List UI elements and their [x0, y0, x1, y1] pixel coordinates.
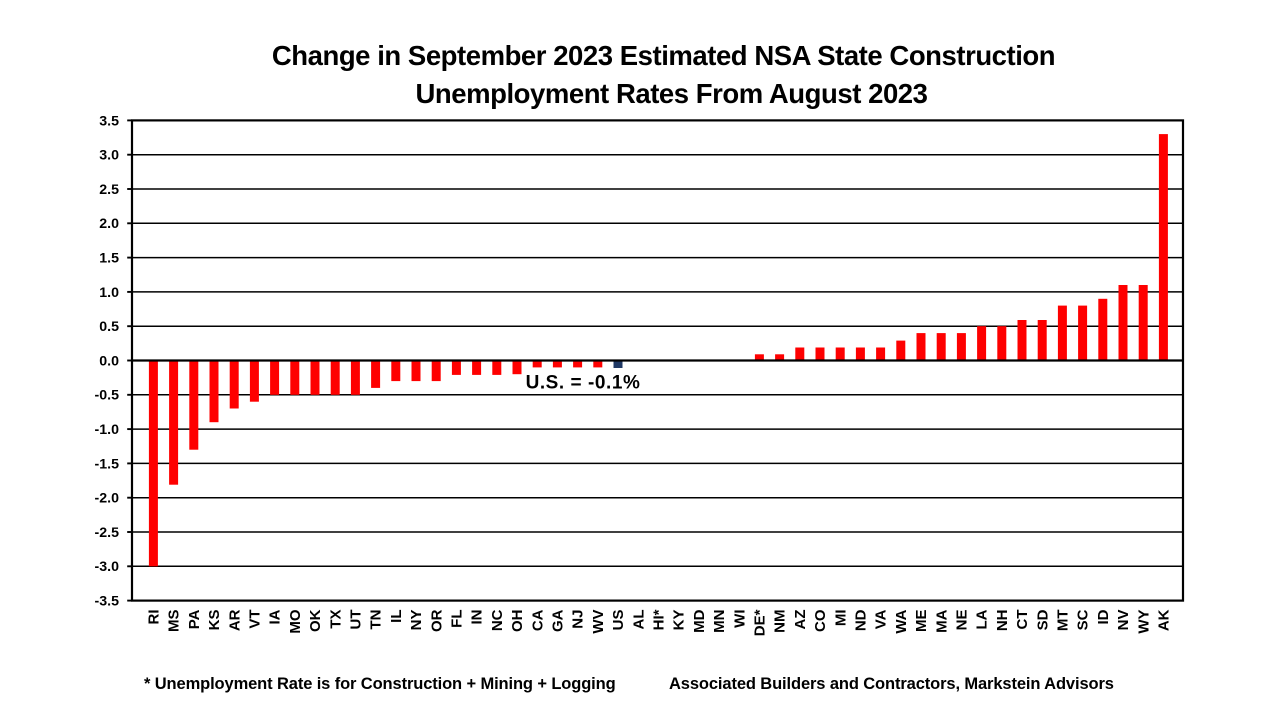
svg-text:NV: NV [1115, 610, 1132, 631]
svg-text:KS: KS [206, 610, 223, 631]
svg-text:WI: WI [731, 610, 748, 628]
svg-text:CT: CT [1014, 610, 1031, 630]
svg-text:-2.0: -2.0 [95, 491, 120, 507]
svg-text:IN: IN [469, 610, 486, 625]
svg-text:AL: AL [630, 610, 647, 630]
svg-text:MA: MA [933, 609, 950, 632]
svg-text:ME: ME [913, 610, 930, 633]
svg-text:SD: SD [1034, 609, 1051, 630]
svg-text:GA: GA [550, 609, 567, 632]
svg-text:AR: AR [226, 609, 243, 631]
svg-text:ID: ID [1095, 609, 1112, 624]
svg-text:2.5: 2.5 [99, 182, 119, 198]
svg-text:KY: KY [671, 610, 688, 631]
svg-text:-0.5: -0.5 [95, 388, 120, 404]
svg-text:ND: ND [853, 609, 870, 631]
svg-text:NH: NH [994, 610, 1011, 632]
svg-text:VA: VA [873, 609, 890, 629]
svg-text:AZ: AZ [792, 610, 809, 630]
svg-text:-2.5: -2.5 [95, 525, 120, 541]
svg-text:RI: RI [146, 610, 163, 625]
svg-text:NE: NE [954, 610, 971, 631]
svg-text:MD: MD [691, 609, 708, 632]
svg-text:-1.5: -1.5 [95, 456, 120, 472]
svg-text:NC: NC [489, 609, 506, 631]
svg-text:U.S. = -0.1%: U.S. = -0.1% [526, 373, 641, 394]
svg-text:US: US [610, 610, 627, 631]
svg-text:0.0: 0.0 [99, 353, 119, 369]
svg-text:LA: LA [974, 609, 991, 629]
svg-text:TN: TN [368, 610, 385, 630]
svg-text:WY: WY [1135, 610, 1152, 634]
svg-text:MT: MT [1055, 610, 1072, 632]
svg-text:MI: MI [832, 610, 849, 627]
svg-text:OR: OR [428, 609, 445, 632]
svg-text:DE*: DE* [752, 609, 769, 636]
svg-text:MS: MS [166, 610, 183, 633]
svg-text:CO: CO [812, 609, 829, 632]
svg-text:IA: IA [267, 609, 284, 624]
svg-text:MN: MN [711, 610, 728, 633]
svg-text:HI*: HI* [651, 609, 668, 630]
svg-text:FL: FL [449, 610, 466, 628]
svg-text:0.5: 0.5 [99, 319, 119, 335]
svg-text:CA: CA [529, 609, 546, 631]
svg-text:3.0: 3.0 [99, 148, 119, 164]
svg-text:TX: TX [327, 610, 344, 629]
svg-text:WV: WV [590, 610, 607, 634]
svg-text:MO: MO [287, 609, 304, 633]
svg-text:1.5: 1.5 [99, 251, 119, 267]
svg-text:OH: OH [509, 610, 526, 633]
svg-text:-1.0: -1.0 [95, 422, 120, 438]
svg-text:NY: NY [408, 610, 425, 631]
svg-text:SC: SC [1075, 609, 1092, 630]
svg-text:IL: IL [388, 610, 405, 623]
svg-text:-3.5: -3.5 [95, 594, 120, 610]
svg-text:VT: VT [247, 610, 264, 629]
svg-text:PA: PA [186, 609, 203, 629]
svg-text:AK: AK [1156, 609, 1173, 631]
svg-text:OK: OK [307, 609, 324, 632]
svg-text:NM: NM [772, 610, 789, 633]
svg-text:NJ: NJ [570, 610, 587, 629]
svg-text:UT: UT [348, 610, 365, 630]
svg-text:-3.0: -3.0 [95, 559, 120, 575]
svg-text:WA: WA [893, 609, 910, 633]
svg-text:1.0: 1.0 [99, 285, 119, 301]
svg-text:3.5: 3.5 [99, 113, 119, 129]
svg-text:2.0: 2.0 [99, 216, 119, 232]
